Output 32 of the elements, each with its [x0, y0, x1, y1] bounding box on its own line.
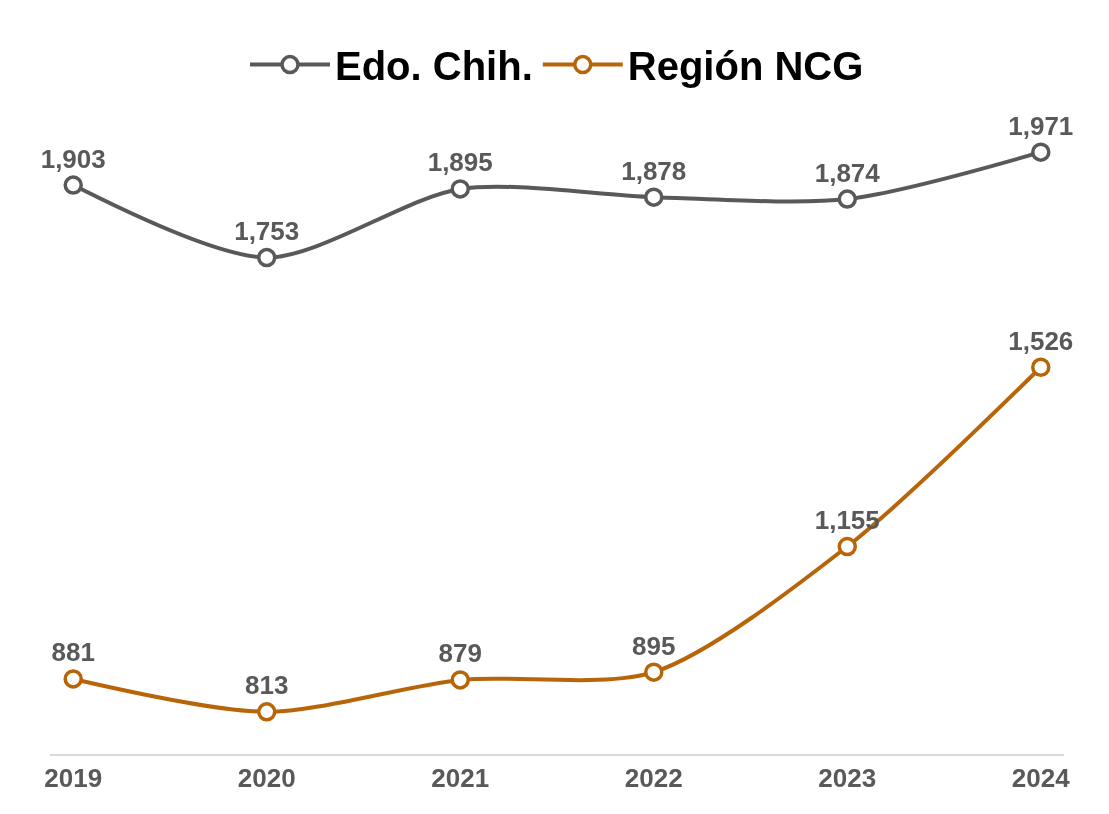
x-tick-label: 2021	[431, 763, 490, 794]
data-label: 1,753	[234, 216, 300, 247]
data-label: 813	[245, 670, 289, 701]
data-label: 1,903	[40, 143, 106, 174]
point	[63, 669, 83, 689]
point	[63, 175, 83, 195]
point	[837, 536, 858, 557]
data-label: 1,971	[1008, 110, 1074, 141]
data-label: 895	[632, 630, 676, 661]
point	[450, 670, 470, 690]
x-tick-label: 2019	[44, 763, 103, 794]
data-label: 879	[438, 638, 482, 669]
point	[1031, 142, 1051, 162]
point	[256, 702, 277, 722]
x-tick-label: 2020	[237, 763, 296, 794]
point	[644, 662, 664, 682]
data-label: 1,155	[814, 505, 880, 536]
data-label: 1,895	[427, 147, 493, 178]
x-tick-label: 2023	[818, 763, 877, 794]
x-tick-label: 2024	[1011, 763, 1071, 794]
data-label: 881	[51, 637, 95, 668]
data-label: 1,878	[621, 155, 687, 186]
legend-label: Edo. Chih.	[335, 44, 533, 89]
legend-label: Región NCG	[627, 44, 864, 89]
data-label: 1,526	[1008, 325, 1074, 356]
x-tick-label: 2022	[624, 763, 683, 794]
point	[644, 187, 664, 207]
point	[1031, 357, 1051, 377]
point	[256, 247, 277, 268]
data-label: 1,874	[814, 157, 881, 188]
point	[837, 189, 858, 209]
point	[450, 179, 470, 199]
